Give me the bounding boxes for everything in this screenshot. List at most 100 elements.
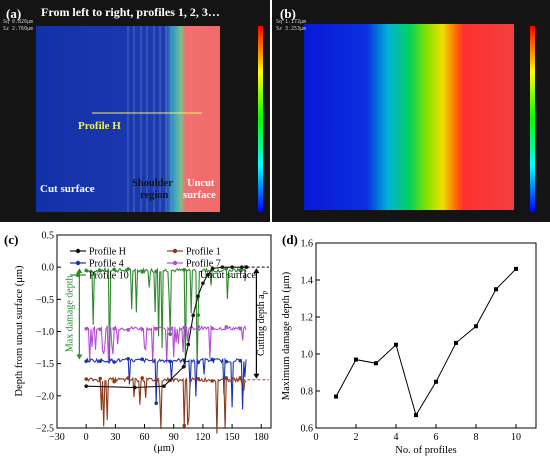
chart-d-point [494,287,498,292]
chart-c-xtick-label: 0 [84,432,89,443]
chart-d-xtick-label: 4 [394,432,399,443]
chart-c-ytick-label: −1.5 [36,359,54,370]
marker-profile-h [205,273,210,277]
chart-d-xtick-label: 0 [314,432,319,443]
panel-b-sq: Sq 1.172μm [276,19,306,25]
chart-d-xtick-label: 8 [474,432,479,443]
panel-c-tag: (c) [4,232,18,247]
region-uncut: Uncut surface [183,178,217,201]
panel-b: (b) Sq 1.172μm Sz 3.253μm [272,0,550,222]
marker-profile-1 [154,378,159,383]
chart-d-point [474,324,478,329]
chart-c-xtick-label: 120 [195,432,210,443]
chart-c-xlabel: (μm) [154,443,175,454]
marker-profile-1 [126,376,131,380]
legend-marker [172,260,178,266]
chart-c-xtick-label: 30 [110,432,120,443]
chart-c-ytick-label: 0.5 [42,231,55,242]
marker-profile-4 [126,356,131,361]
marker-profile-7 [126,328,131,332]
marker-profile-10 [98,268,102,273]
chart-c-ticks: −30 0 30 60 90 120 150 180 0.5 0.0 −0.5 −1.0 −1.5 −2.… [36,231,269,444]
marker-profile-h [210,266,215,271]
marker-profile-h [84,384,88,388]
chart-d-ytick-label: 1.6 [301,239,314,250]
marker-profile-7 [154,326,159,331]
panel-a: (a) From left to right, profiles 1, 2, 3… [0,0,270,222]
chart-d-xlabel: No. of profiles [395,445,457,456]
chart-d-xtick-label: 2 [354,432,359,443]
marker-profile-h [186,342,191,347]
panel-d: 0 2 4 6 8 10 0.6 0.8 1.0 1.2 1.4 1.6 (d) Maximum da… [281,232,537,456]
marker-profile-h [240,265,244,269]
marker-profile-1 [140,376,145,380]
panel-d-tag: (d) [282,232,298,247]
marker-profile-h [133,385,137,390]
legend-label: Profile 10 [89,271,129,282]
panel-b-image [304,24,514,210]
region-shoulder: Shoulder region [132,178,175,201]
marker-profile-4 [224,359,229,364]
series-profile-7 [85,324,247,364]
chart-c-ytick-label: −2.5 [36,424,54,435]
chart-d-ticks: 0 2 4 6 8 10 0.6 0.8 1.0 1.2 1.4 1.6 [301,239,522,444]
marker-profile-4 [84,359,88,364]
chart-c-xtick-label: −30 [49,432,65,443]
chart-d-ytick-label: 0.6 [301,424,314,435]
marker-profile-h [230,265,234,269]
marker-profile-7 [112,326,116,331]
marker-profile-10 [224,266,229,271]
legend-label: Profile 4 [89,259,124,270]
chart-c-xtick-label: 150 [225,432,240,443]
chart-c-ytick-label: −2.0 [36,391,54,402]
panel-a-sz: Sz 2.760μm [3,26,33,32]
marker-profile-7 [98,327,102,332]
marker-profile-h [220,265,225,269]
chart-d-point [394,342,398,347]
marker-profile-1 [84,377,88,381]
panel-b-sz: Sz 3.253μm [276,26,306,32]
chart-d-ytick-label: 1.2 [301,313,314,324]
marker-profile-10 [182,268,187,272]
panel-a-header: From left to right, profiles 1, 2, 3… [41,5,220,19]
chart-d-xtick-label: 6 [434,432,439,443]
panel-a-tag: (a) [6,6,21,21]
chart-d-xtick-label: 10 [511,432,521,443]
chart-d-ytick-label: 1.0 [301,350,314,361]
marker-profile-1 [98,376,102,381]
panel-a-shoulder-stripes [127,26,172,212]
annotation-uncut-surface: Uncut surface [200,270,256,281]
chart-d-lines [334,266,518,418]
marker-profile-4 [168,359,173,364]
marker-profile-4 [98,359,102,363]
marker-profile-4 [154,401,159,406]
marker-profile-4 [196,360,201,365]
chart-c-ytick-label: −1.0 [36,327,54,338]
legend-label: Profile H [89,247,126,258]
marker-profile-4 [238,358,243,363]
marker-profile-4 [112,360,116,364]
marker-profile-7 [224,325,229,329]
marker-profile-7 [168,327,173,332]
chart-c-xtick-label: 180 [254,432,269,443]
marker-profile-4 [210,357,215,362]
marker-profile-10 [168,332,173,336]
marker-profile-h [162,384,166,388]
chart-d-frame [315,242,537,429]
chart-d-ylabel: Maximum damage depth (μm) [281,271,292,400]
marker-profile-10 [140,270,145,274]
annotation-max-damage-depth: Max damage depth [65,275,76,352]
marker-profile-h [191,313,195,318]
marker-profile-1 [224,376,229,380]
legend-label: Profile 7 [186,259,221,270]
marker-profile-h [196,294,200,298]
marker-profile-10 [154,269,159,274]
marker-profile-7 [182,325,187,330]
marker-profile-h [201,281,205,286]
marker-profile-7 [140,327,145,332]
chart-d-point [454,340,458,345]
marker-profile-h [181,365,186,369]
marker-profile-7 [210,326,215,331]
profile-h-label: Profile H [78,120,121,132]
